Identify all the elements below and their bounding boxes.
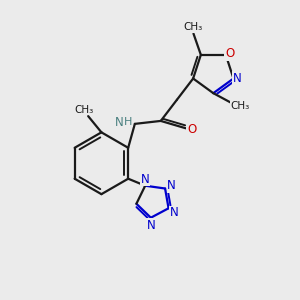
- Text: O: O: [187, 123, 196, 136]
- Text: N: N: [233, 72, 242, 85]
- Text: CH₃: CH₃: [74, 105, 93, 115]
- Text: N: N: [146, 219, 155, 232]
- Text: N: N: [141, 173, 150, 186]
- Text: CH₃: CH₃: [184, 22, 203, 32]
- Text: H: H: [124, 117, 133, 127]
- Text: N: N: [115, 116, 124, 129]
- Text: CH₃: CH₃: [230, 101, 249, 111]
- Text: N: N: [170, 206, 179, 219]
- Text: O: O: [225, 47, 234, 60]
- Text: N: N: [167, 179, 176, 192]
